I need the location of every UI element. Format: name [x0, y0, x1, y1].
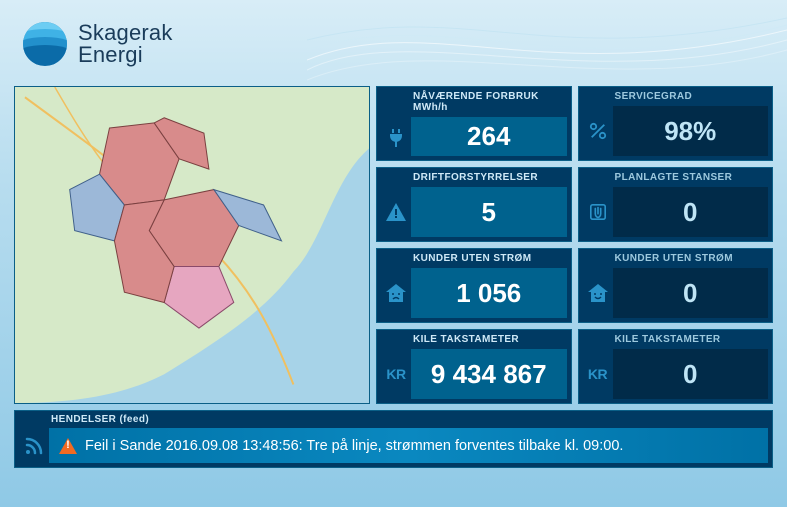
alert-icon	[59, 438, 77, 454]
tile-title: DRIFTFORSTYRRELSER	[377, 168, 571, 187]
brand-line1: Skagerak	[78, 22, 173, 44]
feed-title: HENDELSER (feed)	[15, 411, 772, 428]
warning-icon	[381, 203, 411, 221]
tile-value: 9 434 867	[411, 349, 567, 399]
tile-value: 0	[613, 349, 769, 399]
house-sad-icon	[381, 284, 411, 302]
events-feed: HENDELSER (feed) Feil i Sande 2016.09.08…	[14, 410, 773, 468]
tile-service: SERVICEGRAD 98%	[578, 86, 774, 161]
tile-customers-out-left: KUNDER UTEN STRØM 1 056	[376, 248, 572, 323]
house-happy-icon	[583, 284, 613, 302]
tile-customers-out-right: KUNDER UTEN STRØM 0	[578, 248, 774, 323]
tile-planned-stops: PLANLAGTE STANSER 0	[578, 167, 774, 242]
feed-message-text: Feil i Sande 2016.09.08 13:48:56: Tre på…	[85, 438, 623, 454]
dashboard-grid: NÅVÆRENDE FORBRUK MWh/h 264 SERVICEGRAD …	[14, 86, 773, 493]
rss-icon	[19, 436, 49, 456]
tile-value: 5	[411, 187, 567, 237]
map-panel[interactable]	[14, 86, 370, 404]
tile-title: KUNDER UTEN STRØM	[579, 249, 773, 268]
feed-message-row[interactable]: Feil i Sande 2016.09.08 13:48:56: Tre på…	[49, 428, 768, 463]
tile-kile-left: KILE TAKSTAMETER KR 9 434 867	[376, 329, 572, 404]
tile-title: KILE TAKSTAMETER	[377, 330, 571, 349]
tile-title: PLANLAGTE STANSER	[579, 168, 773, 187]
brand-header: Skagerak Energi	[0, 0, 787, 76]
percent-icon	[583, 122, 613, 140]
tile-kile-right: KILE TAKSTAMETER KR 0	[578, 329, 774, 404]
tile-value: 1 056	[411, 268, 567, 318]
map-svg	[15, 87, 369, 403]
tile-title: SERVICEGRAD	[579, 87, 773, 106]
brand-logo-icon	[22, 21, 68, 67]
tile-value: 264	[411, 117, 567, 156]
brand-name: Skagerak Energi	[78, 22, 173, 66]
tile-title: KUNDER UTEN STRØM	[377, 249, 571, 268]
tile-consumption: NÅVÆRENDE FORBRUK MWh/h 264	[376, 86, 572, 161]
tile-disturbances: DRIFTFORSTYRRELSER 5	[376, 167, 572, 242]
tile-value: 0	[613, 187, 769, 237]
tile-title: KILE TAKSTAMETER	[579, 330, 773, 349]
tile-title: NÅVÆRENDE FORBRUK MWh/h	[377, 87, 571, 117]
plug-icon	[381, 127, 411, 147]
kr-icon: KR	[381, 366, 411, 382]
brand-line2: Energi	[78, 44, 173, 66]
tile-value: 98%	[613, 106, 769, 156]
hand-stop-icon	[583, 203, 613, 221]
tile-value: 0	[613, 268, 769, 318]
kr-icon: KR	[583, 366, 613, 382]
